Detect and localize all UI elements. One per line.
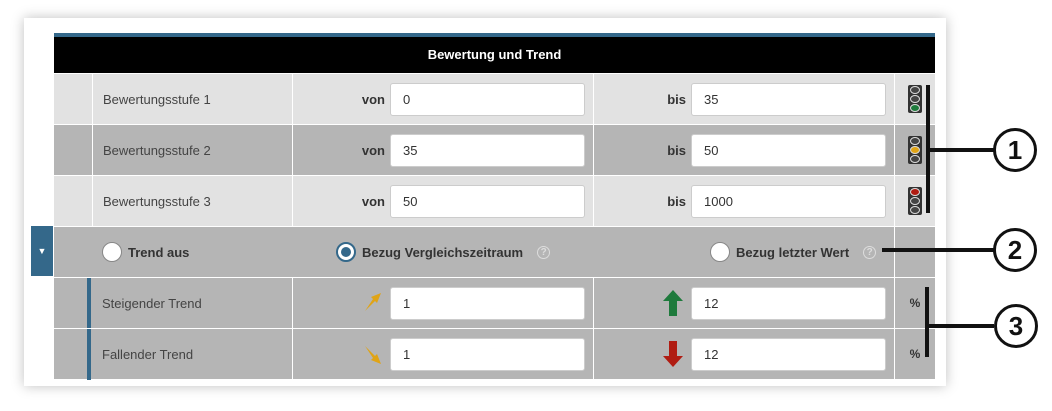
arrow-down-icon [663, 341, 683, 367]
traffic-light-yellow-icon [908, 136, 922, 164]
level-label: Bewertungsstufe 3 [92, 176, 292, 226]
collapse-toggle[interactable]: ▼ [31, 226, 53, 276]
trend-value-input[interactable]: 1 [390, 337, 585, 371]
help-icon[interactable]: ? [863, 245, 877, 259]
trend-value-input[interactable]: 1 [390, 286, 585, 320]
trend-label: Fallender Trend [102, 346, 194, 362]
rating-trend-table: Bewertung und Trend Bewertungsstufe 1 vo… [54, 33, 935, 380]
radio-label: Trend aus [128, 244, 190, 260]
trend-value-input[interactable]: 12 [691, 337, 886, 371]
trend-row-falling: Fallender Trend 1 12 % [54, 328, 935, 380]
level-row-1: Bewertungsstufe 1 von 0 bis 35 [54, 73, 935, 124]
help-icon[interactable]: ? [537, 245, 551, 259]
callout-1: 1 [993, 128, 1037, 172]
traffic-light-red-icon [908, 187, 922, 215]
radio-label: Bezug Vergleichszeitraum [362, 244, 524, 260]
caret-down-icon: ▼ [37, 246, 47, 256]
radio-selected-icon [336, 242, 356, 262]
unit-label: % [909, 296, 921, 310]
von-input[interactable]: 0 [390, 82, 585, 116]
arrow-up-icon [663, 290, 683, 316]
level-label: Bewertungsstufe 2 [92, 125, 292, 175]
radio-icon [102, 242, 122, 262]
bis-label: bis [667, 91, 686, 107]
level-row-3: Bewertungsstufe 3 von 50 bis 1000 [54, 175, 935, 226]
radio-trend-off[interactable]: Trend aus [102, 242, 189, 262]
callout-2: 2 [993, 228, 1037, 272]
radio-icon [710, 242, 730, 262]
trend-label: Steigender Trend [102, 295, 202, 311]
table-header: Bewertung und Trend [54, 33, 935, 73]
von-label: von [361, 193, 385, 209]
trend-value-input[interactable]: 12 [691, 286, 886, 320]
trend-mode-row: Trend aus Bezug Vergleichszeitraum? Bezu… [54, 226, 935, 277]
callout-3: 3 [994, 304, 1038, 348]
trend-row-rising: Steigender Trend 1 12 % [54, 277, 935, 329]
bis-input[interactable]: 1000 [691, 184, 886, 218]
radio-label: Bezug letzter Wert [736, 244, 850, 260]
bis-label: bis [667, 142, 686, 158]
von-label: von [361, 142, 385, 158]
bis-input[interactable]: 35 [691, 82, 886, 116]
level-row-2: Bewertungsstufe 2 von 35 bis 50 [54, 124, 935, 175]
arrow-up-right-icon [363, 293, 381, 313]
radio-comparison-period[interactable]: Bezug Vergleichszeitraum? [336, 242, 551, 262]
von-input[interactable]: 50 [390, 184, 585, 218]
traffic-light-green-icon [908, 85, 922, 113]
unit-label: % [909, 347, 921, 361]
bis-input[interactable]: 50 [691, 133, 886, 167]
von-label: von [361, 91, 385, 107]
bis-label: bis [667, 193, 686, 209]
arrow-down-right-icon [363, 344, 381, 364]
radio-last-value[interactable]: Bezug letzter Wert? [710, 242, 877, 262]
von-input[interactable]: 35 [390, 133, 585, 167]
level-label: Bewertungsstufe 1 [92, 74, 292, 124]
